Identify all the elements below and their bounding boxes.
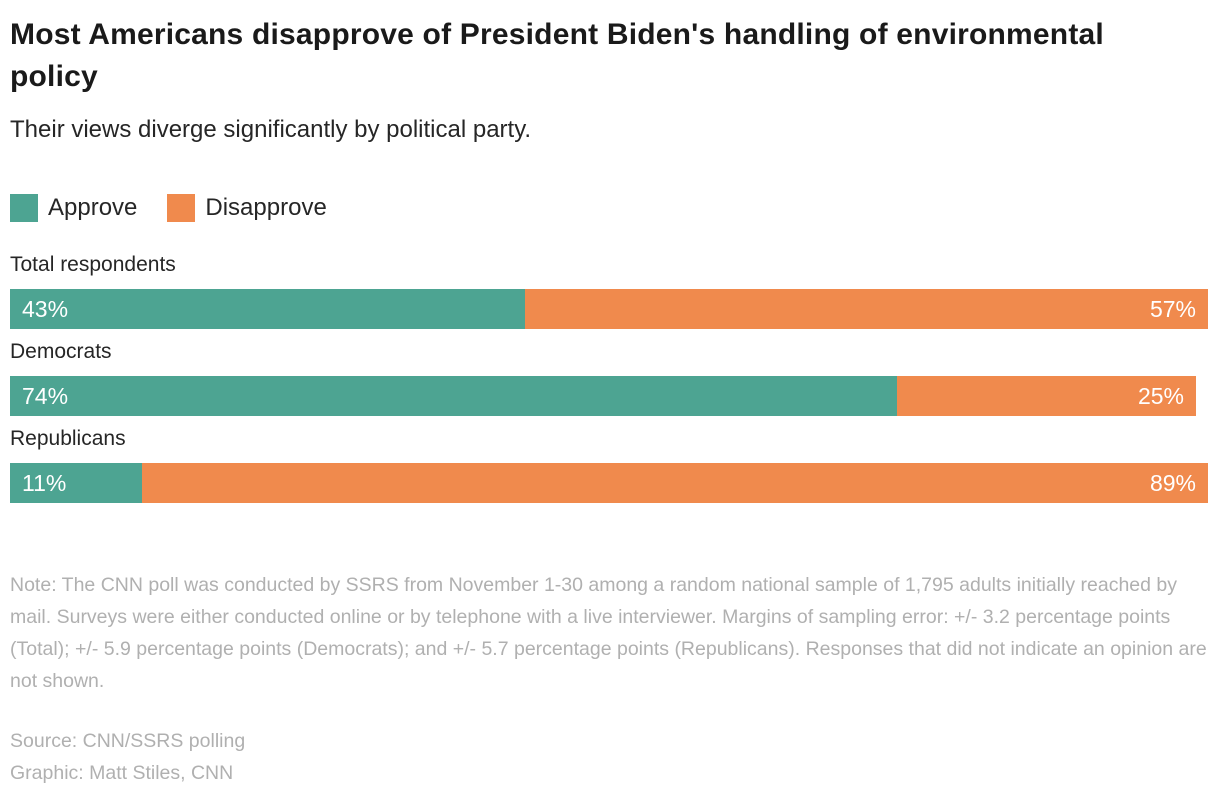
bar-segment-disapprove: 57% xyxy=(525,289,1208,329)
legend-label: Approve xyxy=(48,194,138,221)
chart-source-credit: Source: CNN/SSRS polling Graphic: Matt S… xyxy=(10,725,1208,789)
category-label: Democrats xyxy=(10,340,112,363)
chart-note: Note: The CNN poll was conducted by SSRS… xyxy=(10,574,1207,692)
bar-value-label: 57% xyxy=(1149,295,1196,322)
bar-segment-disapprove: 25% xyxy=(896,376,1197,416)
bar-value-label: 89% xyxy=(1149,469,1196,496)
bar-segment-approve: 74% xyxy=(10,376,897,416)
chart-title: Most Americans disapprove of President B… xyxy=(10,18,1104,93)
legend-item-approve: Approve xyxy=(10,194,137,222)
bar-segment-disapprove: 89% xyxy=(141,463,1208,503)
bar-value-label: 25% xyxy=(1137,382,1185,409)
bar-chart: Total respondents 43% 57% Democrats 74% 25% Re… xyxy=(10,252,1208,503)
bar-value-label: 11% xyxy=(22,469,67,496)
category-label: Republicans xyxy=(10,427,126,450)
chart-subtitle: Their views diverge significantly by pol… xyxy=(10,116,532,143)
bar-value-label: 74% xyxy=(22,382,69,409)
legend-label: Disapprove xyxy=(205,194,327,221)
legend-item-disapprove: Disapprove xyxy=(167,194,327,222)
legend: Approve Disapprove xyxy=(10,194,1208,222)
bar-segment-approve: 43% xyxy=(10,289,526,329)
legend-swatch-approve xyxy=(10,194,38,222)
category-label: Total respondents xyxy=(10,253,176,276)
bar-row: 43% 57% xyxy=(10,289,1208,329)
bar-value-label: 43% xyxy=(22,295,69,322)
legend-swatch-disapprove xyxy=(167,194,196,222)
bar-row: 74% 25% xyxy=(10,376,1208,416)
credit-line: Graphic: Matt Stiles, CNN xyxy=(10,762,234,784)
bar-segment-approve: 11% xyxy=(10,463,142,503)
bar-row: 11% 89% xyxy=(10,463,1208,503)
source-line: Source: CNN/SSRS polling xyxy=(10,730,246,752)
